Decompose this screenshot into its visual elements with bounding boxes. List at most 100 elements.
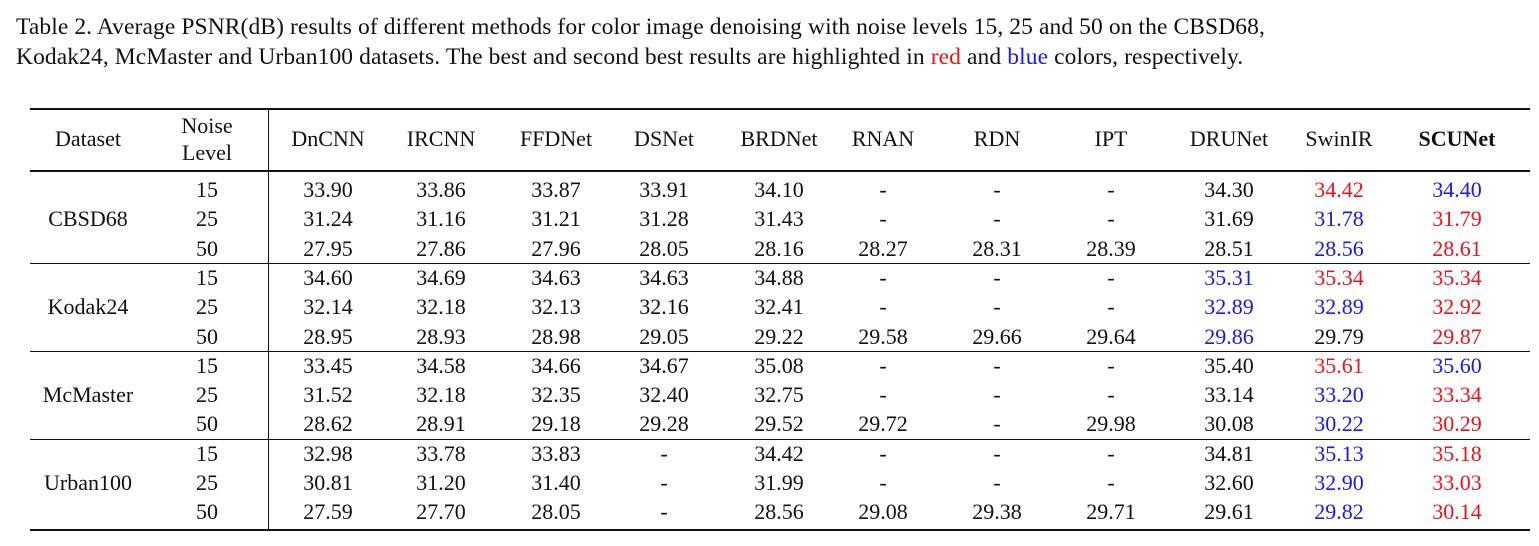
value-cell: 28.51	[1204, 235, 1254, 261]
value-cell: 34.40	[1432, 177, 1482, 202]
value-cell: 34.88	[754, 264, 804, 290]
value-cell: 31.99	[754, 470, 804, 495]
value-cell: -	[993, 294, 1001, 320]
value-cell: 28.93	[416, 323, 466, 349]
header-rule	[30, 170, 1530, 172]
header-cell: DRUNet	[1189, 126, 1269, 151]
value-cell: 35.60	[1432, 352, 1482, 378]
header-cell: SwinIR	[1305, 126, 1373, 151]
value-cell: 35.13	[1314, 440, 1364, 466]
noise-cell: 50	[196, 323, 218, 349]
dataset-cell: CBSD68	[48, 206, 128, 232]
value-cell: -	[879, 294, 887, 320]
value-cell: -	[660, 470, 668, 495]
caption-red: red	[930, 44, 962, 70]
value-cell: -	[993, 440, 1001, 466]
value-cell: 29.86	[1204, 323, 1254, 349]
noise-cell: 25	[196, 206, 218, 232]
value-cell: 27.96	[531, 235, 581, 261]
value-cell: -	[993, 411, 1001, 437]
dataset-cell: Urban100	[44, 470, 132, 495]
value-cell: 33.91	[639, 177, 689, 202]
value-cell: 28.61	[1432, 235, 1482, 261]
value-cell: 28.31	[972, 235, 1022, 261]
value-cell: 34.30	[1204, 177, 1254, 202]
value-cell: 29.64	[1086, 323, 1136, 349]
value-cell: 34.60	[303, 264, 353, 290]
value-cell: -	[1107, 177, 1115, 202]
value-cell: 29.72	[858, 411, 908, 437]
value-cell: 31.20	[416, 470, 466, 495]
value-cell: 32.16	[639, 294, 689, 320]
value-cell: 29.61	[1204, 499, 1254, 525]
caption-text: and	[967, 44, 1002, 70]
value-cell: -	[993, 352, 1001, 378]
value-cell: -	[1107, 440, 1115, 466]
value-cell: 33.87	[531, 177, 581, 202]
dataset-cell: Kodak24	[47, 294, 129, 320]
value-cell: 32.60	[1204, 470, 1254, 495]
value-cell: 32.35	[531, 382, 581, 408]
value-cell: -	[879, 352, 887, 378]
value-cell: 30.14	[1432, 499, 1482, 525]
value-cell: -	[879, 382, 887, 408]
value-cell: 28.27	[858, 235, 908, 261]
value-cell: 35.18	[1432, 440, 1482, 466]
value-cell: 29.18	[531, 411, 581, 437]
value-cell: -	[993, 470, 1001, 495]
value-cell: 32.90	[1314, 470, 1364, 495]
value-cell: 28.98	[531, 323, 581, 349]
group-rule	[30, 438, 1530, 440]
caption-line: Table 2. Average PSNR(dB) results of dif…	[16, 14, 1265, 40]
value-cell: 29.79	[1314, 323, 1364, 349]
value-cell: 31.16	[416, 206, 466, 232]
value-cell: 31.79	[1432, 206, 1482, 232]
value-cell: 29.22	[754, 323, 804, 349]
value-cell: -	[1107, 206, 1115, 232]
value-cell: 34.42	[1314, 177, 1364, 202]
header-cell: IRCNN	[406, 126, 476, 151]
value-cell: 32.13	[531, 294, 581, 320]
value-cell: 28.16	[754, 235, 804, 261]
value-cell: 30.29	[1432, 411, 1482, 437]
header-cell: IPT	[1094, 126, 1128, 151]
header-cell: Level	[181, 140, 233, 165]
value-cell: 28.95	[303, 323, 353, 349]
header-cell: FFDNet	[519, 126, 593, 151]
value-cell: 34.58	[416, 352, 466, 378]
header-cell: Noise	[181, 113, 233, 138]
value-cell: 33.78	[416, 440, 466, 466]
header-cell: SCUNet	[1418, 126, 1496, 151]
value-cell: 29.58	[858, 323, 908, 349]
value-cell: 28.56	[754, 499, 804, 525]
value-cell: 27.86	[416, 235, 466, 261]
value-cell: 34.63	[531, 264, 581, 290]
value-cell: 32.18	[416, 382, 466, 408]
value-cell: -	[993, 382, 1001, 408]
value-cell: 32.89	[1314, 294, 1364, 320]
noise-cell: 15	[196, 177, 218, 202]
value-cell: 31.43	[754, 206, 804, 232]
value-cell: 32.98	[303, 440, 353, 466]
value-cell: 32.18	[416, 294, 466, 320]
value-cell: 29.52	[754, 411, 804, 437]
value-cell: -	[1107, 352, 1115, 378]
value-cell: -	[879, 440, 887, 466]
value-cell: -	[879, 264, 887, 290]
value-cell: 35.34	[1314, 264, 1364, 290]
value-cell: -	[993, 177, 1001, 202]
value-cell: 33.34	[1432, 382, 1482, 408]
value-cell: 33.20	[1314, 382, 1364, 408]
value-cell: -	[993, 206, 1001, 232]
value-cell: 29.98	[1086, 411, 1136, 437]
bottom-rule	[30, 529, 1530, 531]
value-cell: 28.05	[639, 235, 689, 261]
value-cell: 32.92	[1432, 294, 1482, 320]
value-cell: 29.05	[639, 323, 689, 349]
value-cell: 31.78	[1314, 206, 1364, 232]
value-cell: 34.81	[1204, 440, 1254, 466]
value-cell: 34.10	[754, 177, 804, 202]
value-cell: 28.56	[1314, 235, 1364, 261]
value-cell: 33.90	[303, 177, 353, 202]
